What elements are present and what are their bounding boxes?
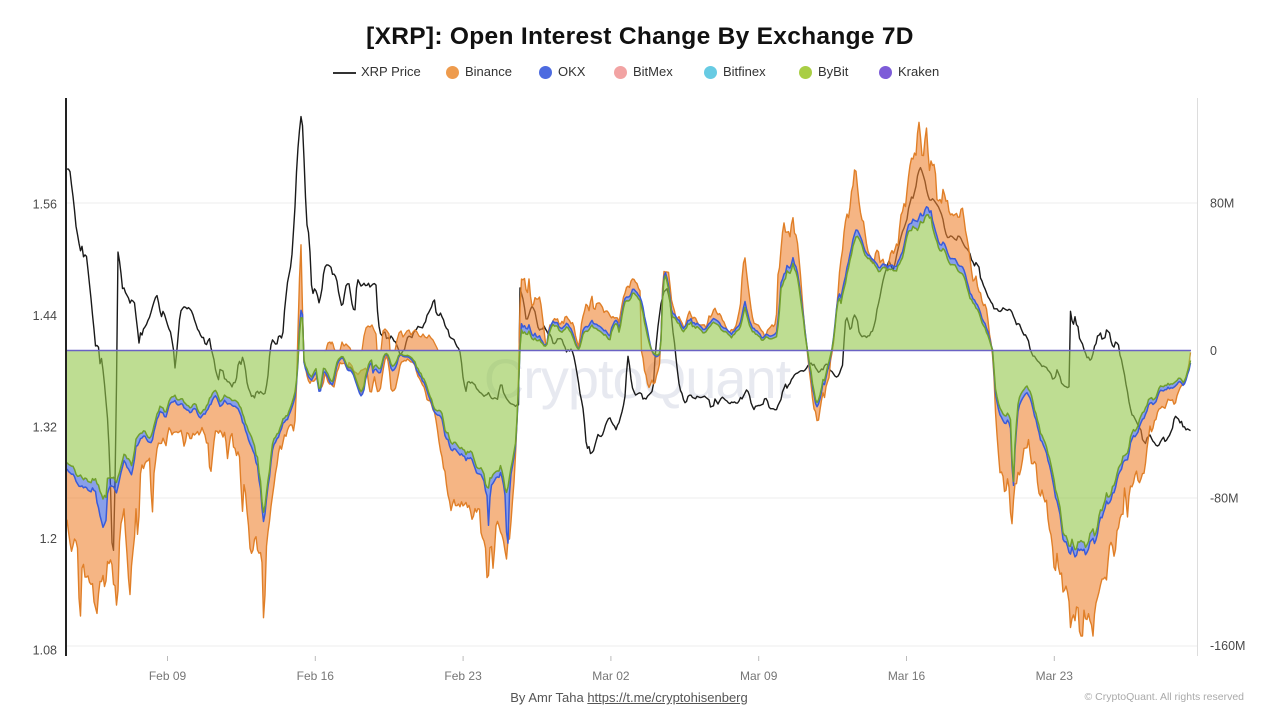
svg-text:-80M: -80M — [1210, 492, 1238, 506]
svg-text:0: 0 — [1210, 344, 1217, 358]
svg-text:1.08: 1.08 — [33, 644, 57, 658]
svg-text:CryptoQuant: CryptoQuant — [484, 347, 792, 410]
svg-text:Feb 09: Feb 09 — [149, 669, 187, 683]
svg-text:Mar 16: Mar 16 — [888, 669, 926, 683]
svg-text:Mar 23: Mar 23 — [1036, 669, 1074, 683]
svg-text:Feb 16: Feb 16 — [297, 669, 335, 683]
svg-text:1.56: 1.56 — [33, 198, 57, 212]
svg-text:Feb 23: Feb 23 — [444, 669, 482, 683]
svg-text:1.2: 1.2 — [40, 532, 57, 546]
svg-text:80M: 80M — [1210, 197, 1234, 211]
svg-text:1.44: 1.44 — [33, 309, 57, 323]
svg-text:Mar 09: Mar 09 — [740, 669, 778, 683]
svg-text:1.32: 1.32 — [33, 421, 57, 435]
svg-text:-160M: -160M — [1210, 639, 1245, 653]
svg-text:Mar 02: Mar 02 — [592, 669, 630, 683]
